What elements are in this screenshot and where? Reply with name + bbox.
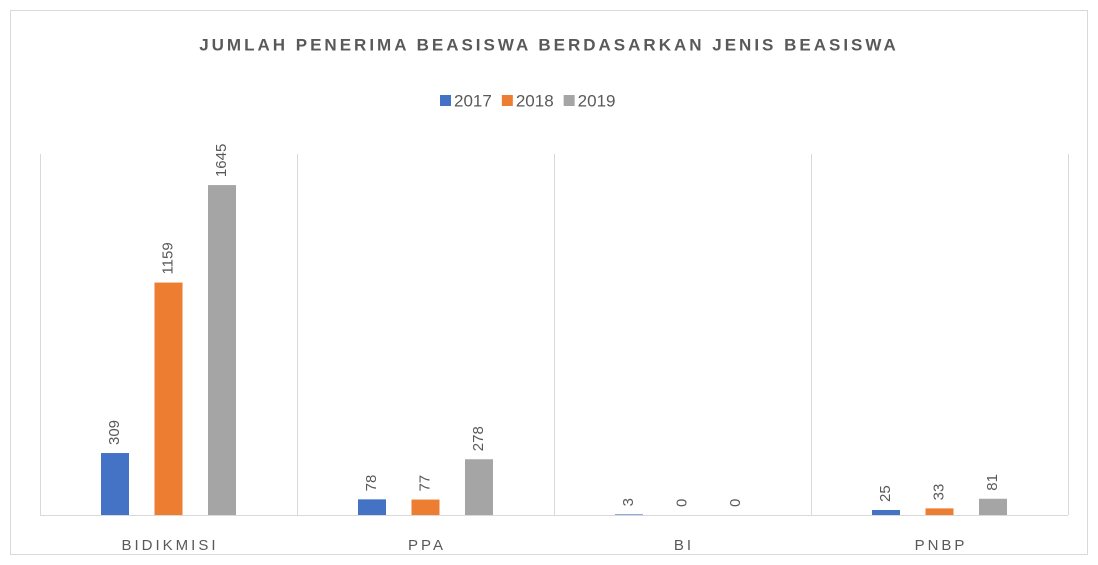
legend-label: 2017 [454, 91, 492, 110]
bar [208, 185, 236, 515]
data-label: 33 [930, 484, 947, 501]
x-tick-label: BI [674, 537, 694, 554]
x-tick-label: PPA [408, 537, 446, 554]
bar [154, 282, 183, 515]
legend-swatch [440, 95, 451, 106]
data-label: 81 [984, 474, 1001, 491]
legend-label: 2018 [516, 91, 554, 110]
x-tick-label: PNBP [915, 537, 968, 554]
bar [101, 453, 129, 515]
data-label: 77 [416, 475, 433, 492]
legend-swatch [501, 95, 513, 106]
data-label: 25 [877, 485, 894, 502]
data-label: 0 [727, 499, 744, 507]
legend-swatch [563, 95, 575, 106]
data-label: 3 [620, 498, 637, 506]
data-label: 309 [106, 420, 123, 445]
bar [465, 459, 493, 515]
data-label: 1159 [159, 242, 176, 274]
bar [925, 508, 954, 515]
data-label: 1645 [213, 144, 230, 177]
bar [615, 514, 643, 515]
legend-label: 2019 [578, 91, 616, 110]
data-label: 0 [673, 499, 690, 507]
data-label: 78 [363, 475, 380, 492]
chart-frame [10, 10, 1088, 555]
data-label: 278 [470, 426, 487, 451]
bar [358, 499, 386, 515]
bar [979, 498, 1007, 515]
bar [872, 509, 900, 515]
bar [411, 499, 440, 515]
chart-title: JUMLAH PENERIMA BEASISWA BERDASARKAN JEN… [199, 35, 899, 54]
x-tick-label: BIDIKMISI [121, 537, 218, 554]
